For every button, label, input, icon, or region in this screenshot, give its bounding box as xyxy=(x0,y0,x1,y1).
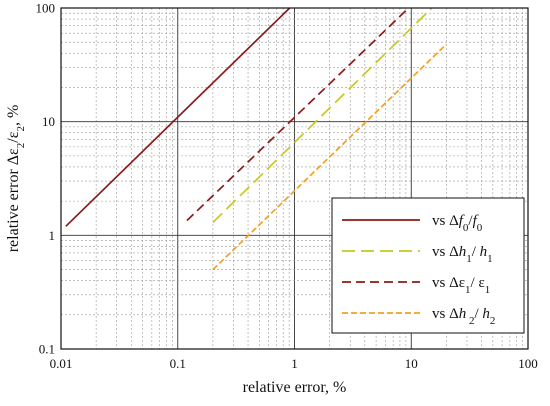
series-line-3 xyxy=(186,8,410,222)
y-axis-title: relative error Δε2/ε2, % xyxy=(5,105,27,253)
legend-label-4: vs Δh 2/ h2 xyxy=(432,306,495,327)
y-axis-title-part: 2 xyxy=(15,143,27,149)
series-lines xyxy=(65,8,447,271)
y-tick-label: 0.1 xyxy=(39,342,55,357)
y-tick-label: 100 xyxy=(36,1,56,16)
x-tick-label: 0.01 xyxy=(50,356,73,371)
y-axis-title-part: , % xyxy=(5,105,22,126)
x-tick-label: 0.1 xyxy=(170,356,186,371)
series-line-2 xyxy=(212,8,433,224)
y-axis-title-part: 2 xyxy=(15,126,27,132)
y-tick-label: 10 xyxy=(42,114,55,129)
legend: vs Δf0/f0 vs Δh1/ h1 vs Δε1/ ε1 vs Δh 2/ h2 xyxy=(331,197,525,334)
x-tick-label: 10 xyxy=(405,356,418,371)
plot-frame xyxy=(60,7,529,350)
legend-label-3: vs Δε1/ ε1 xyxy=(432,275,490,296)
x-tick-label: 1 xyxy=(291,356,298,371)
legend-label-1: vs Δf0/f0 xyxy=(432,213,483,234)
series-line-4 xyxy=(212,43,447,271)
y-tick-label: 1 xyxy=(49,228,56,243)
legend-label-2: vs Δh1/ h1 xyxy=(432,244,493,265)
series-line-1 xyxy=(65,8,291,227)
x-tick-label: 100 xyxy=(518,356,538,371)
x-axis-title: relative error, % xyxy=(243,379,347,396)
y-axis-title-part: /ε xyxy=(5,131,22,142)
y-axis-title-part: relative error Δε xyxy=(5,148,22,252)
